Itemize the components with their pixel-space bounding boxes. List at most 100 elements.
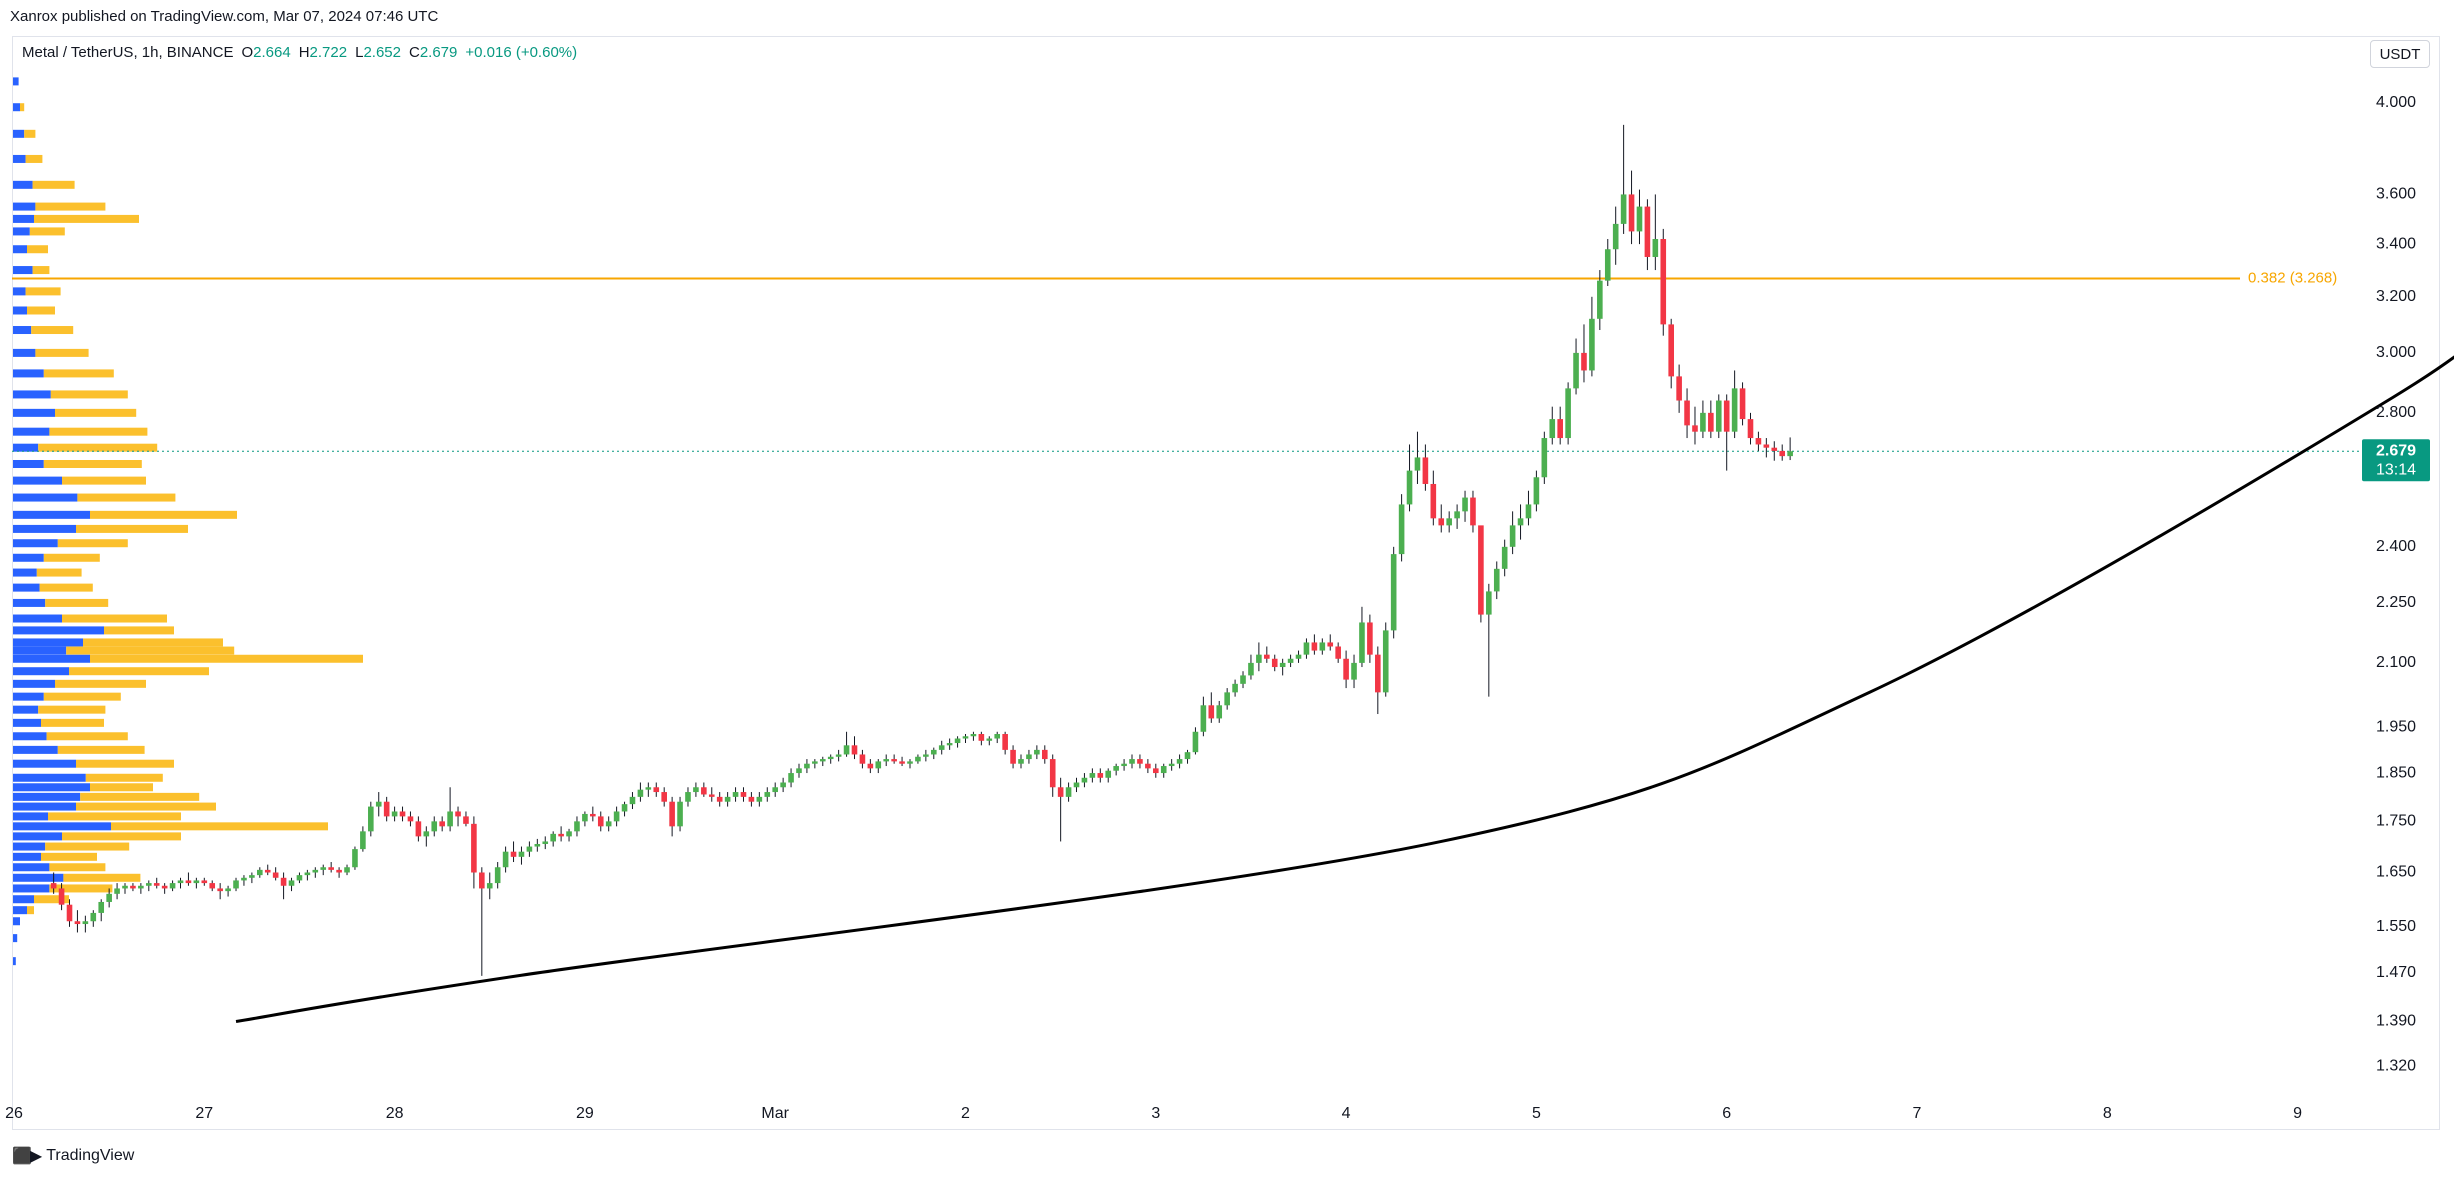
time-tick-label: 5 — [1532, 1105, 1541, 1122]
candle-body — [1462, 497, 1468, 512]
candle-body — [1121, 763, 1127, 767]
candle-body — [153, 883, 160, 886]
vp-bar-up — [13, 568, 37, 577]
price-tick-label: 2.400 — [2376, 538, 2416, 555]
vp-bar-down — [43, 692, 121, 701]
candle-body — [1184, 752, 1191, 760]
candle-body — [122, 885, 128, 889]
candle-body — [827, 756, 834, 760]
candle-body — [701, 787, 707, 795]
time-axis[interactable]: 26 27 28 29 Mar 2 3 4 5 6 7 8 9 — [5, 1105, 2302, 1122]
price-axis[interactable]: 4.000 3.600 3.400 3.200 3.000 2.800 2.400 2.250… — [2376, 94, 2416, 1075]
candle-body — [851, 745, 858, 755]
close-value: 2.679 — [419, 44, 458, 61]
candle-body — [272, 872, 279, 878]
candle-body — [1176, 759, 1183, 764]
vp-bar-down — [31, 326, 74, 335]
vp-bar-down — [50, 390, 128, 399]
candle-body — [1763, 444, 1770, 448]
candle-body — [502, 851, 509, 868]
candle-body — [1430, 483, 1437, 519]
candle-body — [930, 749, 937, 755]
candle-body — [98, 901, 105, 913]
candle-body — [923, 754, 929, 757]
candle-body — [550, 833, 556, 842]
footer-brand[interactable]: ⬛▶ TradingView — [12, 1146, 134, 1166]
chart-frame — [12, 36, 2440, 1130]
candle-body — [193, 880, 200, 884]
candle-body — [764, 792, 771, 797]
candle-body — [439, 821, 445, 827]
candle-body — [1113, 766, 1119, 771]
vp-bar-up — [13, 214, 34, 223]
publisher-line: Xanrox published on TradingView.com, Mar… — [10, 8, 439, 25]
vp-bar-up — [13, 103, 20, 112]
vp-bar-down — [27, 306, 55, 315]
trendline[interactable] — [235, 297, 2454, 1024]
candle-body — [685, 792, 691, 802]
open-label: O — [241, 44, 254, 61]
vp-bar-down — [55, 408, 137, 417]
vp-bar-down — [24, 129, 36, 138]
vp-bar-up — [13, 306, 27, 315]
candle-body — [724, 796, 731, 802]
candle-body — [1486, 591, 1492, 615]
candle-body — [756, 796, 763, 802]
fib-level[interactable]: 0.382 (3.268) — [12, 269, 2337, 286]
vp-bar-up — [13, 77, 19, 86]
symbol-name[interactable]: Metal / TetherUS, 1h, BINANCE — [22, 44, 234, 61]
vp-bar-down — [62, 614, 167, 623]
vp-bar-up — [13, 732, 47, 741]
vp-bar-down — [27, 245, 48, 254]
vp-bar-up — [13, 802, 76, 811]
price-tick-label: 1.470 — [2376, 964, 2416, 981]
vp-bar-down — [55, 679, 146, 688]
candle-body — [1549, 419, 1556, 439]
vp-bar-up — [13, 679, 55, 688]
candle-body — [812, 761, 818, 764]
price-tick-label: 1.850 — [2376, 764, 2416, 781]
last-price-tag-box — [2362, 439, 2430, 482]
candle-body — [1264, 654, 1270, 659]
candle-body — [1081, 777, 1088, 783]
candle-body — [375, 801, 382, 807]
vp-bar-up — [13, 718, 41, 727]
candle-body — [494, 867, 501, 884]
vp-bar-up — [13, 390, 51, 399]
candle-body — [518, 851, 525, 857]
candle-body — [1375, 654, 1381, 693]
candle-body — [431, 821, 438, 832]
candle-body — [233, 880, 239, 889]
candle-body — [867, 763, 874, 769]
candle-body — [780, 782, 786, 788]
candle-body — [1057, 787, 1064, 797]
candle-body — [1731, 388, 1738, 432]
candle-body — [1533, 477, 1540, 505]
vp-bar-up — [13, 202, 36, 211]
time-tick-label: 7 — [1913, 1105, 1922, 1122]
vp-bar-down — [43, 369, 114, 378]
candle-body — [994, 734, 1001, 739]
candle-body — [891, 759, 897, 762]
candle-body — [1660, 239, 1667, 325]
candle-body — [1779, 450, 1786, 457]
vp-bar-up — [13, 759, 76, 768]
candle-body — [320, 867, 327, 870]
candle-body — [915, 756, 921, 762]
vp-bar-down — [43, 459, 142, 468]
candle-body — [1018, 759, 1024, 764]
candle-body — [1382, 630, 1389, 693]
candle-body — [1771, 447, 1778, 451]
vp-bar-down — [76, 759, 174, 768]
vp-bar-up — [13, 443, 39, 452]
candle-body — [962, 736, 969, 739]
currency-button[interactable]: USDT — [2370, 40, 2430, 68]
price-tick-label: 2.100 — [2376, 654, 2416, 671]
candle-body — [1160, 766, 1167, 774]
candle-body — [1557, 419, 1563, 439]
candle-body — [542, 841, 549, 844]
countdown-label: 13:14 — [2376, 461, 2416, 478]
candle-body — [1240, 675, 1246, 684]
candle-body — [1715, 400, 1722, 432]
